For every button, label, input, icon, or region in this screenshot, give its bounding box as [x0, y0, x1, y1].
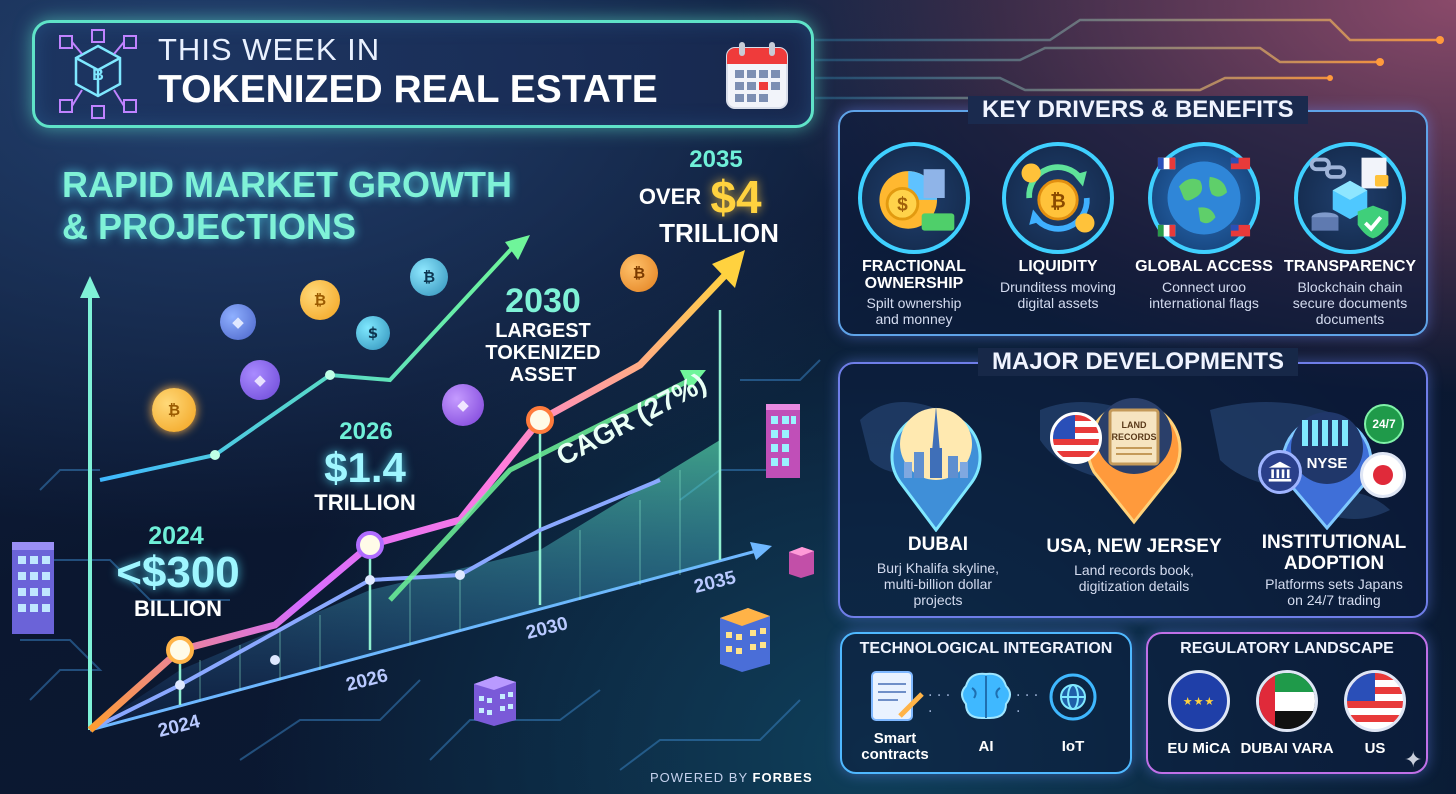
drivers-title: KEY DRIVERS & BENEFITS [968, 96, 1308, 124]
ethereum-coin-icon: ◆ [220, 304, 256, 340]
milestone-2024-year: 2024 [148, 522, 204, 550]
milestone-2026-year: 2026 [339, 418, 393, 445]
driver-global-desc-1: Connect uroo [1161, 279, 1247, 295]
eu-flag-icon: ★★★ [1168, 670, 1230, 732]
footer-prefix: POWERED BY [650, 770, 748, 785]
us-flag-icon [1050, 412, 1102, 464]
dev-institutional-desc-1: Platforms sets Japans [1265, 576, 1403, 592]
milestone-2024-value: <$300 [116, 548, 240, 597]
title-line-2: TOKENIZED REAL ESTATE [158, 68, 658, 111]
ethereum-coin-icon: ◆ [240, 360, 280, 400]
dev-dubai-desc-1: Burj Khalifa skyline, [876, 560, 1000, 576]
svg-text:₿: ₿ [1050, 192, 1066, 213]
milestone-2026-value: $1.4 [324, 444, 406, 491]
bitcoin-coin-icon: ₿ [300, 280, 340, 320]
milestone-2030-year: 2030 [505, 282, 581, 320]
dev-usa-title: USA, NEW JERSEY [1046, 536, 1222, 557]
reg-us-label: US [1364, 740, 1386, 757]
iot-globe-icon [1046, 670, 1100, 724]
milestone-2030-label-1: LARGEST [495, 320, 591, 342]
bank-icon [1258, 450, 1302, 494]
reg-eu-label: EU MiCA [1167, 740, 1231, 757]
developments-title: MAJOR DEVELOPMENTS [978, 348, 1299, 376]
footer-brand: FORBES [752, 770, 813, 785]
dev-institutional-desc-2: on 24/7 trading [1287, 592, 1381, 608]
footer-credit: POWERED BY FORBES [650, 770, 813, 785]
dev-dubai-desc-2: multi-billion dollar [883, 576, 993, 592]
bitcoin-coin-icon: ₿ [620, 254, 658, 292]
tech-connector-dots: · · · · [1016, 688, 1039, 720]
driver-fractional-title-1: FRACTIONAL [862, 258, 966, 275]
growth-heading-line-2: & PROJECTIONS [62, 206, 357, 247]
milestone-2026-unit: TRILLION [314, 490, 416, 515]
driver-fractional-desc-2: and monney [875, 311, 953, 327]
tech-ai-label: AI [978, 738, 994, 755]
dev-dubai-desc-3: projects [913, 592, 963, 608]
ethereum-coin-icon: ◆ [442, 384, 484, 426]
driver-global-desc-2: international flags [1149, 295, 1259, 311]
building-icon [720, 608, 770, 672]
driver-fractional-title-2: OWNERSHIP [864, 275, 964, 292]
dev-dubai-title: DUBAI [907, 534, 969, 555]
header-banner [32, 20, 814, 128]
us-flag-icon [1344, 670, 1406, 732]
growth-heading-line-1: RAPID MARKET GROWTH [62, 164, 512, 205]
milestone-2024-unit: BILLION [134, 596, 222, 621]
title-line-1: THIS WEEK IN [158, 32, 381, 67]
dev-institutional-title-1: INSTITUTIONAL [1261, 532, 1407, 553]
tech-smart-label-1: Smart [873, 730, 917, 747]
uae-flag-icon [1256, 670, 1318, 732]
building-icon [789, 547, 814, 578]
driver-fractional-desc-1: Spilt ownership [866, 295, 962, 311]
sparkle-icon: ✦ [1404, 748, 1423, 773]
driver-transparency-title: TRANSPARENCY [1283, 258, 1417, 275]
nyse-label: NYSE [1307, 455, 1348, 472]
driver-liquidity-desc-2: digital assets [1017, 295, 1099, 311]
blockchain-shield-icon [1294, 142, 1406, 254]
milestone-2030-label-2: TOKENIZED [485, 342, 601, 364]
building-icon [766, 404, 800, 478]
smart-contract-icon [864, 668, 928, 724]
tech-connector-dots: · · · · [928, 688, 951, 720]
bitcoin-coin-icon: ₿ [410, 258, 448, 296]
tech-smart-label-2: contracts [861, 746, 929, 763]
reg-dubai-label: DUBAI VARA [1240, 740, 1334, 757]
calendar-icon [724, 40, 790, 112]
blockchain-cube-icon: B [52, 28, 144, 120]
bitcoin-coin-icon: ₿ [152, 388, 196, 432]
milestone-2035-unit: TRILLION [659, 218, 779, 248]
milestone-2035-year: 2035 [689, 146, 743, 173]
driver-transparency-desc-1: Blockchain chain [1297, 279, 1403, 295]
pie-chart-coins-icon: $ [858, 142, 970, 254]
driver-liquidity-title: LIQUIDITY [1018, 258, 1098, 275]
building-icon [474, 676, 516, 726]
dev-usa-desc-1: Land records book, [1074, 562, 1194, 578]
regulatory-title: REGULATORY LANDSCAPE [1180, 640, 1394, 657]
svg-text:$: $ [897, 194, 908, 215]
book-label-line-1: LAND [1122, 420, 1147, 430]
globe-flags-icon [1148, 142, 1260, 254]
milestone-2035-prefix: OVER [638, 184, 702, 209]
driver-liquidity-desc-1: Drunditess moving [1000, 279, 1116, 295]
dev-usa-desc-2: digitization details [1078, 578, 1190, 594]
driver-global-title: GLOBAL ACCESS [1135, 258, 1273, 275]
burj-khalifa-pin-icon [880, 392, 992, 533]
svg-text:B: B [92, 67, 104, 84]
brain-icon [956, 666, 1016, 726]
dollar-coin-icon: $ [356, 316, 390, 350]
tech-iot-label: IoT [1061, 738, 1085, 755]
growth-chart [80, 235, 772, 733]
dev-institutional-title-2: ADOPTION [1283, 553, 1385, 574]
milestone-2030-label-3: ASSET [509, 364, 577, 386]
building-icon [12, 542, 54, 634]
tech-title: TECHNOLOGICAL INTEGRATION [859, 640, 1113, 657]
driver-transparency-desc-3: documents [1315, 311, 1385, 327]
milestone-2035-value: $4 [710, 171, 762, 223]
japan-flag-icon [1360, 452, 1406, 498]
book-label-line-2: RECORDS [1111, 432, 1156, 442]
badge-24-7: 24/7 [1364, 404, 1404, 444]
coin-cycle-icon: ₿ [1002, 142, 1114, 254]
nyse-pin-icon: NYSE [1272, 398, 1382, 531]
driver-transparency-desc-2: secure documents [1292, 295, 1408, 311]
